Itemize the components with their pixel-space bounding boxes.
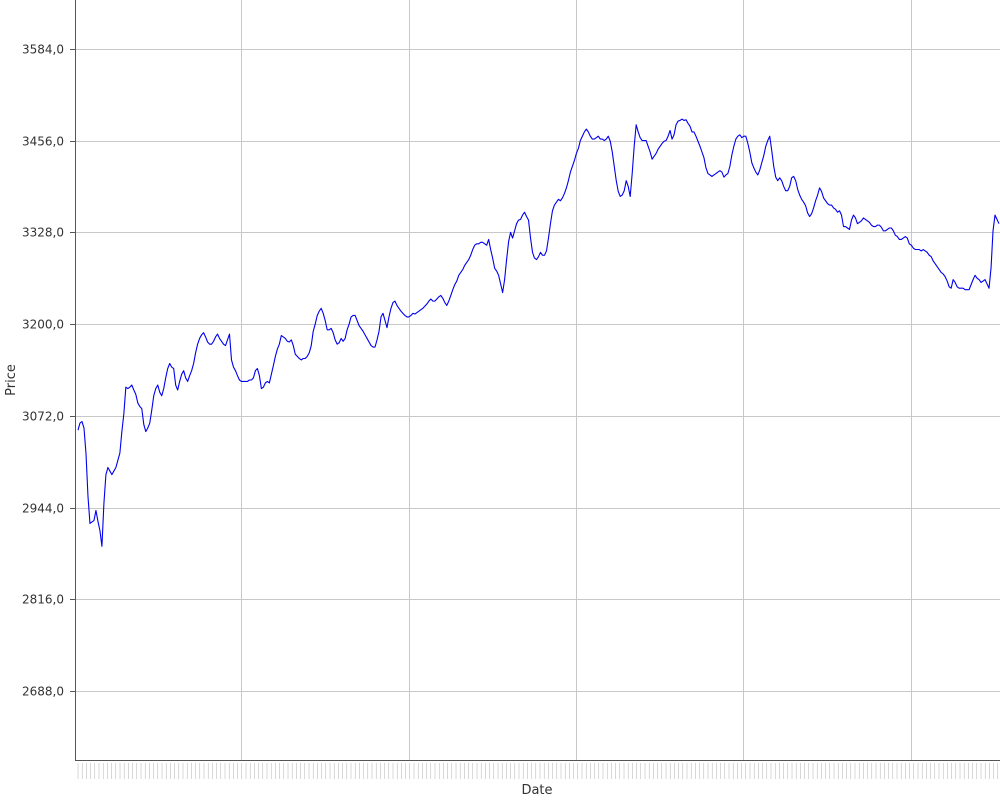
- series-layer: [77, 118, 1000, 547]
- y-axis-tick-labels: 2688,0 2816,0 2944,0 3072,0 3200,0 3328,0 3456…: [22, 43, 64, 699]
- y-tick-label: 2816,0: [22, 593, 64, 607]
- price-series-line: [77, 118, 1000, 547]
- x-axis-title: Date: [521, 783, 552, 798]
- x-axis-ticks: [77, 763, 999, 779]
- y-axis-title: Price: [4, 364, 19, 396]
- y-tick-label: 3072,0: [22, 410, 64, 424]
- axes: [70, 0, 1000, 761]
- y-tick-label: 3328,0: [22, 226, 64, 240]
- y-tick-label: 2944,0: [22, 502, 64, 516]
- y-tick-label: 2688,0: [22, 685, 64, 699]
- y-tick-label: 3456,0: [22, 135, 64, 149]
- y-tick-label: 3584,0: [22, 43, 64, 57]
- grid: [75, 0, 1000, 760]
- y-tick-label: 3200,0: [22, 318, 64, 332]
